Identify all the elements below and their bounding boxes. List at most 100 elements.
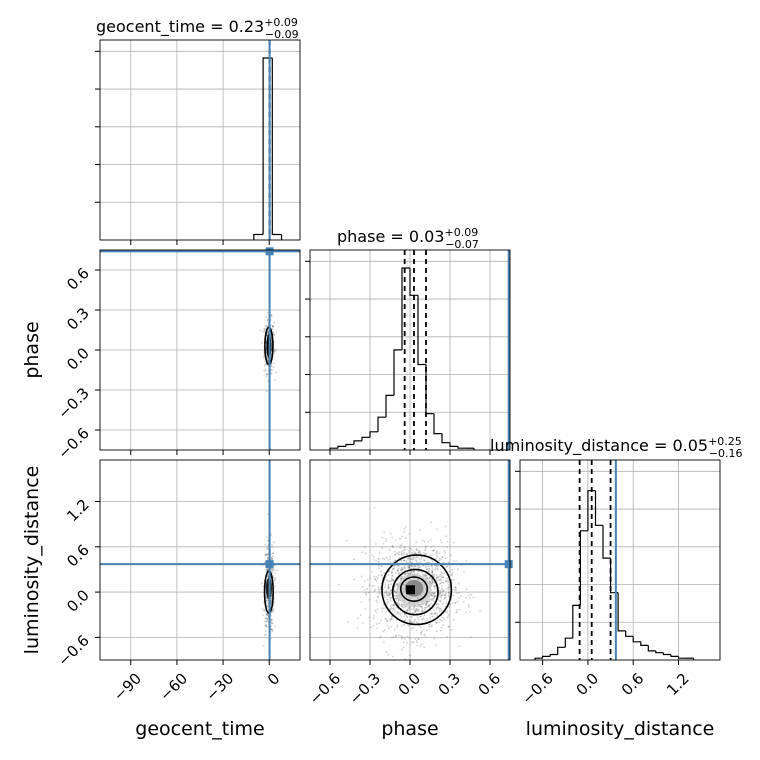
scatter-point xyxy=(440,594,443,597)
scatter-point xyxy=(421,618,424,621)
scatter-point xyxy=(389,596,392,599)
scatter-point xyxy=(266,311,269,314)
histogram-bar xyxy=(457,446,466,449)
scatter-point xyxy=(435,550,438,553)
scatter-point xyxy=(400,575,402,578)
scatter-point xyxy=(428,568,431,570)
scatter-point xyxy=(413,556,415,558)
scatter-point xyxy=(380,574,383,577)
scatter-point xyxy=(431,580,434,583)
scatter-point xyxy=(415,548,418,551)
scatter-point xyxy=(267,539,269,542)
scatter-point xyxy=(264,609,266,611)
scatter-point xyxy=(425,545,427,548)
scatter-point xyxy=(452,578,455,581)
scatter-point xyxy=(271,622,273,625)
scatter-point xyxy=(392,636,395,639)
truth-marker xyxy=(504,560,513,569)
histogram-bar xyxy=(377,416,386,432)
scatter-point xyxy=(400,577,403,579)
histogram-bar xyxy=(253,233,264,240)
scatter-point xyxy=(270,364,273,367)
histogram-bar xyxy=(361,436,370,441)
scatter-point xyxy=(383,572,386,575)
scatter-point xyxy=(390,572,393,575)
scatter-point xyxy=(373,590,376,593)
scatter-point xyxy=(432,597,435,599)
scatter-point xyxy=(430,521,433,524)
scatter-point xyxy=(436,528,438,531)
scatter-point xyxy=(415,548,418,551)
scatter-point xyxy=(445,565,448,568)
scatter-point xyxy=(272,325,274,328)
scatter-point xyxy=(429,581,431,583)
scatter-point xyxy=(266,547,269,549)
scatter-point xyxy=(377,560,380,563)
scatter-point xyxy=(441,556,444,559)
scatter-point xyxy=(434,592,436,594)
scatter-point xyxy=(375,579,378,582)
scatter-point xyxy=(441,556,444,558)
scatter-point xyxy=(396,626,399,629)
scatter-point xyxy=(357,617,360,620)
scatter-point xyxy=(385,651,388,654)
scatter-point xyxy=(443,589,446,592)
scatter-point xyxy=(271,544,273,546)
scatter-point xyxy=(438,559,441,561)
scatter-point xyxy=(395,583,398,585)
scatter-point xyxy=(446,611,449,614)
scatter-point xyxy=(264,624,266,627)
y-tick-label: 0.6 xyxy=(63,264,93,294)
scatter-point xyxy=(435,644,438,646)
scatter-point xyxy=(401,636,404,639)
scatter-point xyxy=(408,566,410,569)
scatter-point xyxy=(420,605,422,608)
scatter-point xyxy=(448,570,451,573)
scatter-point xyxy=(392,568,394,571)
scatter-point xyxy=(274,578,276,581)
scatter-point xyxy=(373,584,375,587)
scatter-point xyxy=(442,581,445,584)
scatter-point xyxy=(384,578,386,581)
scatter-point xyxy=(378,592,381,595)
scatter-point xyxy=(427,540,429,543)
scatter-point xyxy=(375,543,377,545)
scatter-point xyxy=(468,594,470,597)
scatter-point xyxy=(368,598,371,601)
scatter-point xyxy=(427,565,430,568)
scatter-point xyxy=(368,616,371,619)
scatter-point xyxy=(420,558,422,561)
scatter-point xyxy=(361,551,364,553)
scatter-point xyxy=(439,591,442,594)
scatter-point xyxy=(404,573,406,576)
scatter-point xyxy=(407,567,409,569)
scatter-point xyxy=(377,588,380,591)
scatter-point xyxy=(374,578,376,581)
scatter-point xyxy=(389,532,392,535)
scatter-point xyxy=(394,611,396,613)
histogram-bar xyxy=(534,657,543,660)
scatter-point xyxy=(420,606,423,608)
scatter-point xyxy=(426,567,428,570)
scatter-point xyxy=(421,539,424,542)
scatter-point xyxy=(422,573,424,576)
scatter-point xyxy=(397,565,399,567)
scatter-point xyxy=(262,330,265,333)
scatter-point xyxy=(430,565,433,568)
scatter-point xyxy=(403,613,406,615)
scatter-point xyxy=(424,547,427,549)
histogram-bar xyxy=(425,364,434,415)
scatter-point xyxy=(397,565,400,568)
scatter-point xyxy=(385,538,387,540)
scatter-point xyxy=(394,597,397,600)
scatter-point xyxy=(431,569,433,572)
scatter-point xyxy=(401,550,404,553)
scatter-point xyxy=(454,586,457,589)
scatter-point xyxy=(457,582,460,585)
scatter-point xyxy=(400,605,403,608)
histogram-bar xyxy=(393,349,402,396)
scatter-point xyxy=(425,603,427,606)
scatter-point xyxy=(407,624,410,627)
histogram-bar xyxy=(329,447,338,450)
y-tick-label: 0.6 xyxy=(63,541,93,571)
